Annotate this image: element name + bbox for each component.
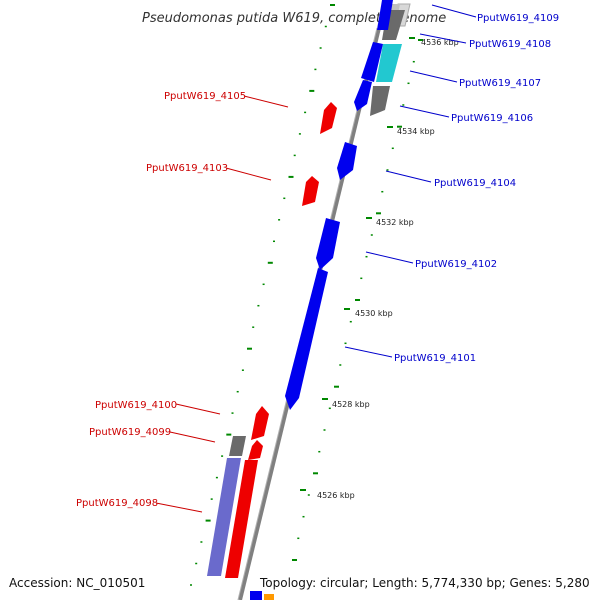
gene-label-4109[interactable]: PputW619_4109 — [477, 13, 559, 24]
gene-arrow-4109[interactable] — [377, 0, 393, 30]
gene-block[interactable] — [229, 436, 246, 456]
gene-arrow-4101[interactable] — [285, 268, 328, 410]
gene-arrow-4100[interactable] — [251, 406, 269, 440]
accession-text: Accession: NC_010501 — [9, 576, 146, 590]
gene-label-4101[interactable]: PputW619_4101 — [394, 353, 476, 364]
gene-arrow-4099[interactable] — [248, 440, 263, 460]
outer-left-genes — [207, 436, 246, 576]
gene-block[interactable] — [376, 44, 402, 82]
gene-label-4106[interactable]: PputW619_4106 — [451, 113, 533, 124]
map-title: Pseudomonas putida W619, complete genome — [142, 11, 446, 26]
genome-info-text: Topology: circular; Length: 5,774,330 bp… — [260, 576, 590, 590]
gene-label-4098[interactable]: PputW619_4098 — [76, 498, 158, 509]
gene-label-4104[interactable]: PputW619_4104 — [434, 178, 516, 189]
gene-label-4100[interactable]: PputW619_4100 — [95, 400, 177, 411]
reverse-gene-track — [225, 102, 337, 578]
kbp-label: 4530 kbp — [355, 309, 393, 318]
gene-label-4103[interactable]: PputW619_4103 — [146, 163, 228, 174]
gene-arrow-4108[interactable] — [361, 42, 383, 82]
forward-gene-track — [285, 0, 393, 410]
gene-arrow-4102[interactable] — [316, 218, 340, 270]
kbp-label: 4536 kbp — [421, 38, 459, 47]
kbp-label: 4528 kbp — [332, 400, 370, 409]
gene-block[interactable] — [250, 591, 262, 600]
gene-arrow-4103[interactable] — [302, 176, 319, 206]
gene-arrow-4106[interactable] — [354, 80, 372, 111]
gene-block[interactable] — [207, 458, 241, 576]
tick-track-inner-right — [292, 39, 423, 561]
gene-label-4102[interactable]: PputW619_4102 — [415, 259, 497, 270]
gene-arrow-4105[interactable] — [320, 102, 337, 134]
gene-block[interactable] — [370, 86, 390, 116]
kbp-label: 4526 kbp — [317, 491, 355, 500]
gene-block[interactable] — [264, 594, 274, 600]
kbp-label: 4534 kbp — [397, 127, 435, 136]
gene-arrow-4098[interactable] — [225, 460, 258, 578]
gene-label-4099[interactable]: PputW619_4099 — [89, 427, 171, 438]
reverse-gene-labels: PputW619_4105 PputW619_4103 PputW619_410… — [76, 91, 289, 513]
forward-gene-labels: PputW619_4109 PputW619_4108 PputW619_410… — [344, 4, 559, 364]
kbp-label: 4532 kbp — [376, 218, 414, 227]
tick-track-outer-left — [190, 4, 335, 586]
kbp-scale: 4536 kbp 4534 kbp 4532 kbp 4530 kbp 4528… — [300, 37, 459, 500]
gene-arrow-4104[interactable] — [337, 142, 357, 180]
gene-label-4105[interactable]: PputW619_4105 — [164, 91, 246, 102]
gene-label-4108[interactable]: PputW619_4108 — [469, 39, 551, 50]
gene-label-4107[interactable]: PputW619_4107 — [459, 78, 541, 89]
